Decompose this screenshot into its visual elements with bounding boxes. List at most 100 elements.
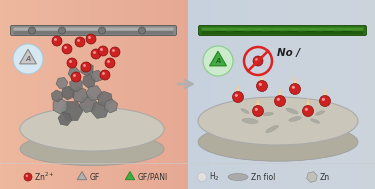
Bar	[123, 0, 124, 189]
FancyBboxPatch shape	[201, 28, 363, 31]
Bar	[338, 0, 339, 189]
Bar	[254, 0, 255, 189]
Circle shape	[58, 27, 66, 34]
Bar	[257, 0, 258, 189]
Bar	[157, 0, 158, 189]
Bar	[307, 0, 308, 189]
Ellipse shape	[20, 132, 164, 166]
Bar	[310, 0, 311, 189]
Bar	[298, 0, 299, 189]
Bar	[207, 0, 208, 189]
Bar	[205, 0, 206, 189]
Bar	[6, 0, 7, 189]
Bar	[119, 0, 120, 189]
Ellipse shape	[20, 107, 164, 151]
Bar	[134, 0, 135, 189]
Polygon shape	[77, 171, 87, 180]
Bar	[117, 0, 118, 189]
FancyBboxPatch shape	[198, 26, 366, 36]
Bar	[343, 0, 344, 189]
Polygon shape	[61, 101, 83, 121]
Bar	[158, 0, 159, 189]
Bar	[156, 0, 157, 189]
Bar	[181, 0, 182, 189]
Bar	[339, 0, 340, 189]
Bar	[253, 0, 254, 189]
Bar	[183, 0, 184, 189]
FancyBboxPatch shape	[13, 28, 174, 31]
Circle shape	[64, 46, 67, 49]
Bar	[0, 0, 1, 189]
Bar	[173, 0, 174, 189]
Circle shape	[71, 72, 81, 82]
Bar	[172, 0, 173, 189]
Circle shape	[81, 62, 91, 72]
Bar	[169, 0, 170, 189]
Text: $\mathregular{Zn^{2+}}$: $\mathregular{Zn^{2+}}$	[34, 171, 54, 183]
Bar	[213, 0, 214, 189]
Bar	[249, 0, 250, 189]
Bar	[161, 0, 162, 189]
Bar	[159, 0, 160, 189]
Circle shape	[83, 64, 86, 67]
Bar	[121, 0, 122, 189]
Bar	[62, 0, 63, 189]
Polygon shape	[210, 51, 226, 66]
Bar	[33, 0, 34, 189]
Bar	[3, 0, 4, 189]
Bar	[73, 0, 74, 189]
Bar	[252, 0, 253, 189]
Bar	[194, 0, 195, 189]
Polygon shape	[58, 112, 72, 125]
Polygon shape	[321, 87, 328, 101]
Bar	[118, 0, 119, 189]
Bar	[195, 0, 196, 189]
Bar	[13, 0, 14, 189]
Bar	[4, 0, 5, 189]
Bar	[363, 0, 364, 189]
Bar	[214, 0, 215, 189]
Bar	[291, 0, 292, 189]
Bar	[352, 0, 353, 189]
Bar	[321, 0, 322, 189]
Bar	[293, 0, 294, 189]
Bar	[46, 0, 47, 189]
Bar	[272, 0, 273, 189]
Bar	[240, 0, 241, 189]
Text: No /: No /	[277, 48, 300, 58]
Bar	[49, 0, 50, 189]
Bar	[204, 0, 205, 189]
Circle shape	[255, 58, 258, 61]
Bar	[19, 0, 20, 189]
Bar	[217, 0, 218, 189]
Bar	[165, 0, 166, 189]
Bar	[52, 0, 53, 189]
Circle shape	[93, 51, 96, 54]
FancyBboxPatch shape	[201, 31, 363, 35]
FancyArrowPatch shape	[178, 80, 192, 88]
Bar	[320, 0, 321, 189]
Bar	[107, 0, 108, 189]
Bar	[85, 0, 86, 189]
Bar	[140, 0, 141, 189]
Bar	[349, 0, 350, 189]
Bar	[208, 0, 209, 189]
Bar	[191, 0, 192, 189]
Ellipse shape	[286, 108, 298, 114]
Bar	[135, 0, 136, 189]
Bar	[336, 0, 337, 189]
Circle shape	[98, 46, 108, 56]
Circle shape	[54, 38, 57, 41]
Bar	[330, 0, 331, 189]
Bar	[164, 0, 165, 189]
Bar	[180, 0, 181, 189]
Bar	[286, 0, 287, 189]
Bar	[228, 0, 229, 189]
Ellipse shape	[241, 109, 249, 113]
Ellipse shape	[310, 119, 320, 123]
Bar	[138, 0, 139, 189]
Bar	[174, 0, 175, 189]
Bar	[124, 0, 125, 189]
Bar	[28, 0, 29, 189]
Bar	[108, 0, 109, 189]
